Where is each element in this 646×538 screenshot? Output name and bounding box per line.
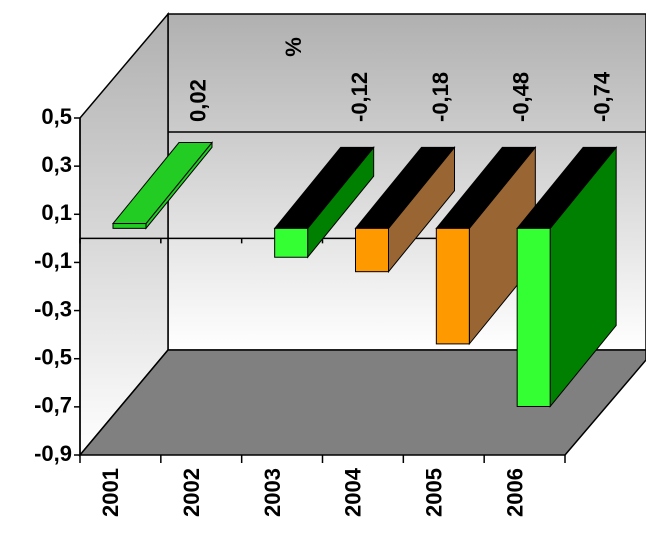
x-tick-label: 2004 [341, 467, 366, 517]
bar [355, 227, 389, 273]
y-tick-label: 0,3 [41, 152, 72, 177]
x-tick-label: 2001 [98, 468, 123, 517]
data-label: -0,18 [428, 72, 453, 122]
data-label: -0,48 [509, 72, 534, 122]
bar [274, 227, 309, 258]
x-tick-label: 2003 [260, 468, 285, 517]
bar [435, 227, 470, 345]
y-tick-label: -0,7 [34, 393, 72, 418]
y-tick-label: -0,3 [34, 296, 72, 321]
y-tick-label: 0,1 [41, 200, 72, 225]
y-tick-label: -0,9 [34, 441, 72, 466]
bar [516, 227, 551, 407]
unit-label: % [281, 37, 306, 57]
x-tick-label: 2005 [422, 468, 447, 517]
x-tick-label: 2006 [502, 468, 527, 517]
data-label: -0,12 [347, 72, 372, 122]
y-tick-label: -0,1 [34, 248, 72, 273]
data-label: -0,74 [589, 71, 614, 122]
y-tick-label: -0,5 [34, 345, 72, 370]
x-tick-label: 2002 [179, 468, 204, 517]
data-label: 0,02 [185, 79, 210, 122]
bar [112, 223, 147, 229]
y-tick-label: 0,5 [41, 104, 72, 129]
